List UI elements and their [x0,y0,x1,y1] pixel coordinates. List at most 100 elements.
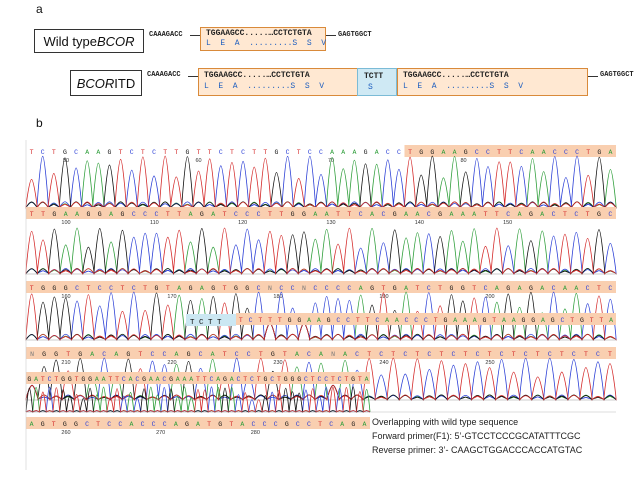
base-call: C [308,149,312,156]
row-6-highlight [26,417,370,429]
base-call: A [109,211,113,218]
base-call: C [210,376,214,383]
itd-label-post: ITD [114,75,136,91]
base-call: C [98,285,102,292]
base-call: A [461,211,465,218]
base-call: A [189,211,193,218]
base-call: T [229,421,233,428]
position-tick: 190 [379,294,388,300]
base-call: T [488,351,492,358]
base-call: A [230,376,234,383]
base-call: G [297,317,301,324]
base-call: C [575,149,579,156]
base-call: T [174,149,178,156]
wildtype-right-flank: GAGTGGCT [338,31,372,39]
base-call: A [313,211,317,218]
base-call: T [584,351,588,358]
base-call: G [271,351,275,358]
wildtype-right-connector [326,35,336,36]
itd-left-flank: CAAAGACC [147,71,181,79]
base-call: G [551,317,555,324]
base-call: C [500,351,504,358]
base-call: G [483,317,487,324]
base-call: G [98,211,102,218]
base-call: T [120,285,124,292]
base-call: C [347,285,351,292]
panel-b-label: b [36,116,43,130]
base-call: T [560,351,564,358]
base-call: C [608,211,612,218]
base-call: A [129,421,133,428]
base-call: T [358,376,362,383]
base-call: A [453,317,457,324]
base-call: C [263,421,267,428]
base-call: T [495,211,499,218]
base-call: C [143,211,147,218]
base-call: G [64,285,68,292]
base-call: T [356,317,360,324]
base-call: A [341,149,345,156]
position-tick: 140 [415,220,424,226]
legend-reverse-primer: Reverse primer: 3’- CAAGCTGGACCCACCATGTA… [372,445,583,455]
base-call: C [336,317,340,324]
base-call: C [307,421,311,428]
base-call: A [183,376,187,383]
base-call: C [307,351,311,358]
base-call: T [492,317,496,324]
base-call: A [608,149,612,156]
base-call: G [529,211,533,218]
base-call: G [419,149,423,156]
position-tick: 270 [156,430,165,436]
itd-first-sequence: TGGAAGCC.....…CCTCTGTA [204,71,310,80]
base-call: T [30,149,34,156]
base-call: C [199,351,203,358]
base-call: G [218,421,222,428]
base-call: C [122,376,126,383]
base-call: T [268,211,272,218]
base-call: C [359,211,363,218]
base-call: T [344,376,348,383]
trace-t [25,227,617,275]
base-call: T [197,149,201,156]
trace-final-a [25,386,371,413]
base-call: A [404,211,408,218]
trace-final-t [25,386,371,413]
base-call: G [200,211,204,218]
itd-insert-sequence: TCTT [364,72,384,81]
base-call: A [307,317,311,324]
position-tick: 280 [251,430,260,436]
base-call: G [529,285,533,292]
base-call: G [302,211,306,218]
base-call: G [78,351,82,358]
base-call: A [129,376,133,383]
base-call: C [85,421,89,428]
base-call: T [497,149,501,156]
base-call: A [450,211,454,218]
base-call: T [54,376,58,383]
base-call: T [108,376,112,383]
base-call: C [329,421,333,428]
base-call: C [286,149,290,156]
base-call: C [257,211,261,218]
itd-label-gene: BCOR [76,75,115,91]
base-call: C [397,149,401,156]
base-call: A [512,317,516,324]
base-call: C [475,149,479,156]
position-tick: 260 [61,430,70,436]
base-call: G [68,376,72,383]
base-call: G [597,149,601,156]
base-call: A [574,285,578,292]
panel-a-label: a [36,2,43,16]
base-call: A [541,317,545,324]
base-call: T [223,351,227,358]
base-call: T [239,317,243,324]
base-call: T [119,149,123,156]
base-call: C [150,351,154,358]
base-call: C [586,285,590,292]
base-call: G [63,149,67,156]
base-call: C [414,317,418,324]
base-call: A [85,149,89,156]
base-call: A [114,351,118,358]
base-call: A [352,149,356,156]
